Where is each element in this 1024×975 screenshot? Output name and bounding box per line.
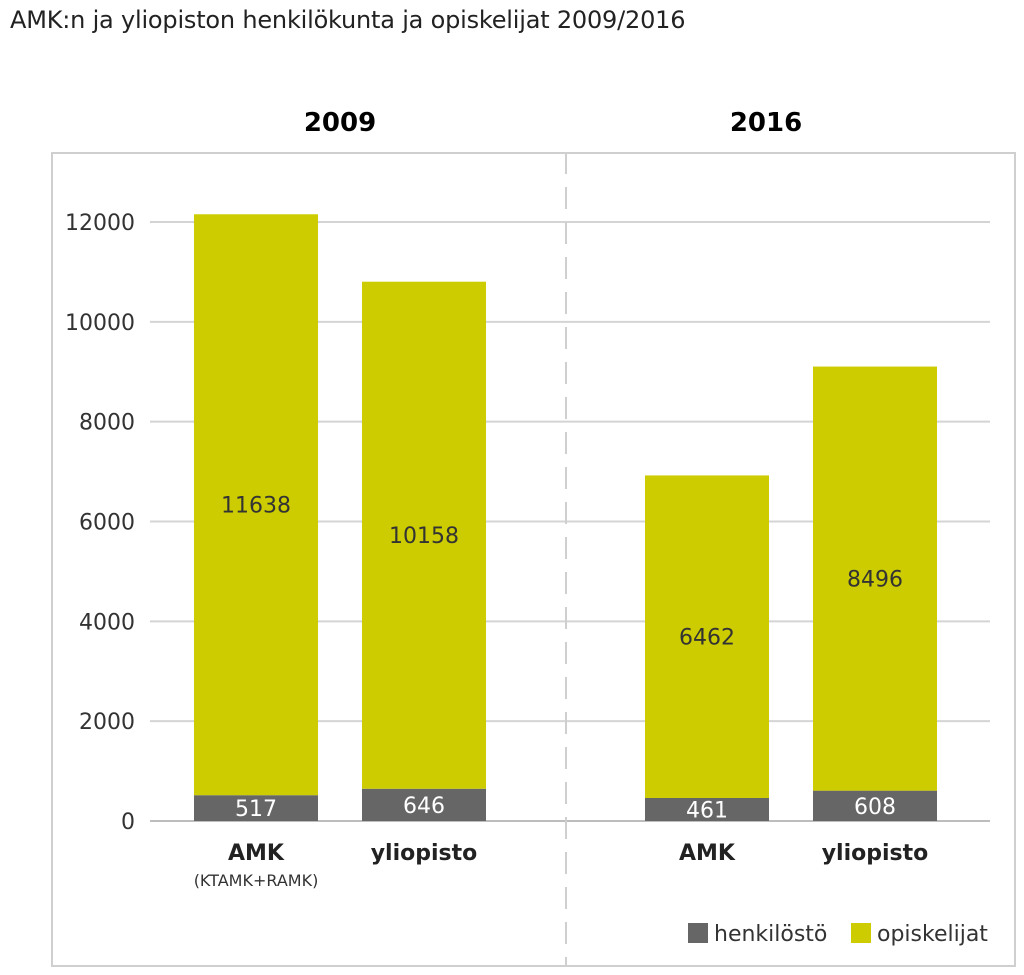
bar-segment <box>194 214 318 796</box>
group-label-2016: 2016 <box>729 108 803 138</box>
page-title: AMK:n ja yliopiston henkilökunta ja opis… <box>10 6 686 34</box>
legend-swatch-opiskelijat <box>851 923 871 943</box>
data-label: 517 <box>235 797 277 822</box>
legend-swatch-henkilosto <box>688 923 708 943</box>
category-sublabel: (KTAMK+RAMK) <box>194 871 319 890</box>
bar-segment <box>645 797 769 821</box>
category-label: yliopisto <box>371 841 478 866</box>
data-label: 6462 <box>679 626 735 651</box>
data-label: 608 <box>854 795 896 820</box>
legend-item-opiskelijat: opiskelijat <box>851 922 988 947</box>
bar-segment <box>362 281 486 789</box>
y-tick-label: 4000 <box>79 610 135 635</box>
bar-segment <box>813 366 937 791</box>
legend-label-opiskelijat: opiskelijat <box>877 922 988 947</box>
bar-segment <box>645 475 769 798</box>
data-label: 8496 <box>847 568 903 593</box>
bar-segment <box>194 795 318 821</box>
group-label-2009: 2009 <box>303 108 377 138</box>
data-label: 461 <box>686 798 728 823</box>
data-label: 11638 <box>221 494 291 519</box>
y-tick-label: 10000 <box>65 311 135 336</box>
y-tick-label: 6000 <box>79 511 135 536</box>
chart-frame <box>51 152 1016 967</box>
bar-segment <box>813 790 937 821</box>
legend-label-henkilosto: henkilöstö <box>714 922 828 947</box>
category-label: AMK <box>228 841 285 866</box>
y-tick-label: 0 <box>121 810 135 835</box>
legend-item-henkilosto: henkilöstö <box>688 922 827 947</box>
data-label: 10158 <box>389 524 459 549</box>
bar-segment <box>362 788 486 821</box>
y-tick-label: 2000 <box>79 710 135 735</box>
category-label: yliopisto <box>822 841 929 866</box>
category-label: AMK <box>679 841 736 866</box>
data-label: 646 <box>403 794 445 819</box>
y-tick-label: 12000 <box>65 211 135 236</box>
y-tick-label: 8000 <box>79 411 135 436</box>
